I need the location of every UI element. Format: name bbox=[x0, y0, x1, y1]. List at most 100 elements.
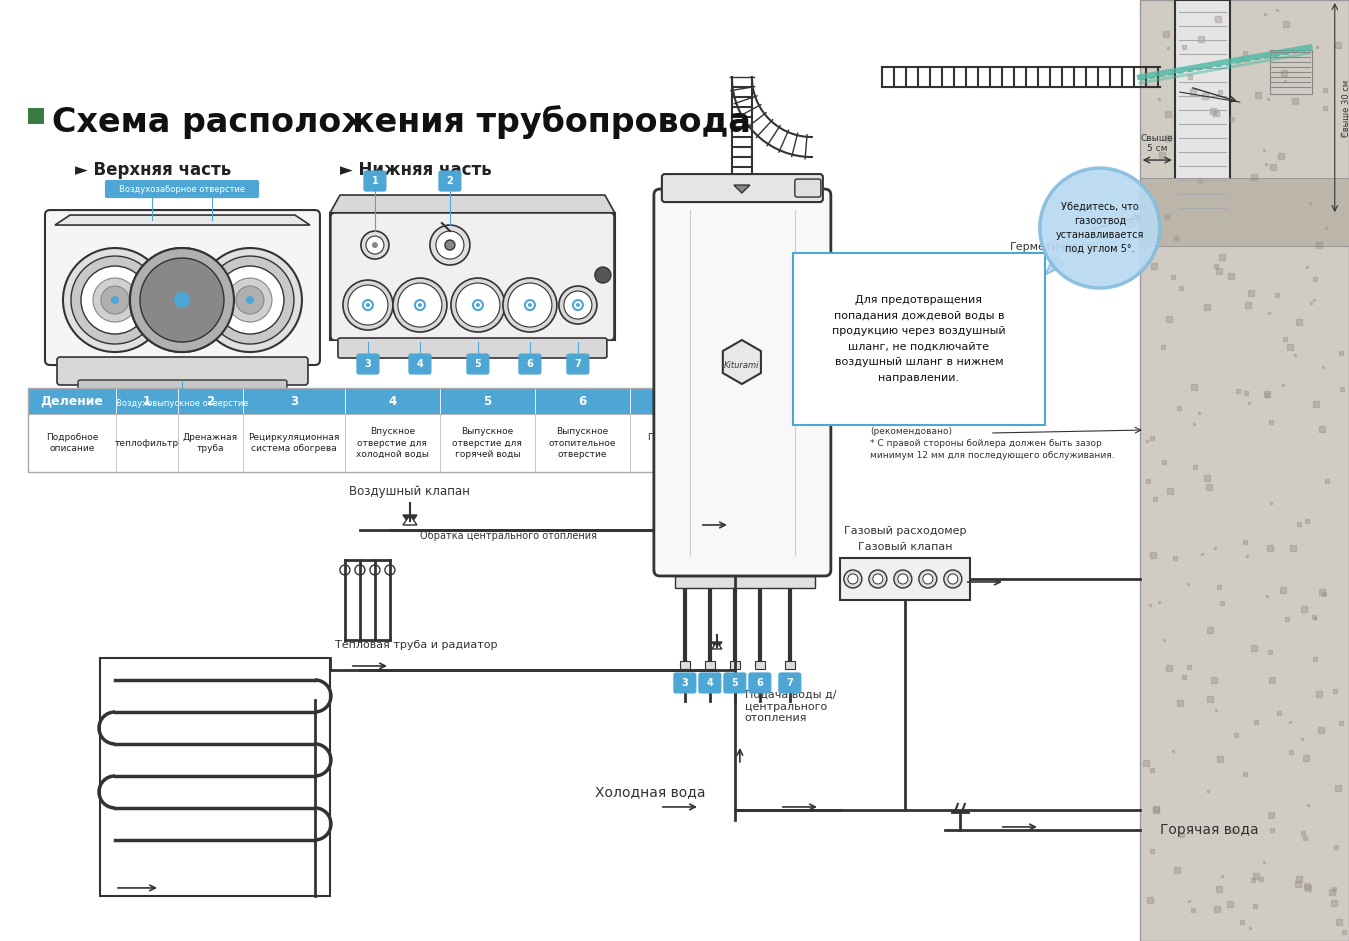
Text: теплофильтр: теплофильтр bbox=[115, 439, 179, 448]
Bar bbox=[1175, 0, 1230, 215]
Bar bbox=[680, 661, 689, 669]
Text: 5: 5 bbox=[475, 359, 482, 369]
Text: 4: 4 bbox=[417, 359, 424, 369]
Text: 1: 1 bbox=[143, 394, 151, 407]
Text: Герметичность: Герметичность bbox=[1010, 242, 1099, 252]
Circle shape bbox=[362, 231, 389, 259]
Text: Впускное
отверстие для
холодной воды: Впускное отверстие для холодной воды bbox=[356, 427, 429, 459]
Circle shape bbox=[355, 565, 366, 575]
Bar bbox=[1140, 178, 1349, 246]
Polygon shape bbox=[712, 642, 722, 649]
Polygon shape bbox=[734, 185, 750, 193]
Circle shape bbox=[844, 570, 862, 588]
Circle shape bbox=[343, 280, 393, 330]
Bar bbox=[178, 414, 243, 472]
Text: ► Нижняя часть: ► Нижняя часть bbox=[340, 161, 491, 179]
FancyBboxPatch shape bbox=[724, 673, 746, 693]
Circle shape bbox=[148, 266, 216, 334]
Circle shape bbox=[228, 278, 272, 322]
Bar bbox=[440, 388, 536, 414]
FancyBboxPatch shape bbox=[105, 394, 259, 411]
Circle shape bbox=[366, 303, 370, 307]
Bar bbox=[840, 558, 970, 600]
FancyBboxPatch shape bbox=[339, 338, 607, 358]
Circle shape bbox=[101, 286, 130, 314]
Text: Для предотвращения
попадания дождевой воды в
продукцию через воздушный
шланг, не: Для предотвращения попадания дождевой во… bbox=[832, 295, 1005, 383]
Circle shape bbox=[1040, 168, 1160, 288]
Circle shape bbox=[923, 574, 934, 584]
Circle shape bbox=[370, 565, 380, 575]
Bar bbox=[28, 388, 700, 472]
Circle shape bbox=[894, 570, 912, 588]
Circle shape bbox=[873, 574, 882, 584]
Circle shape bbox=[869, 570, 886, 588]
FancyBboxPatch shape bbox=[778, 673, 801, 693]
Text: 1: 1 bbox=[371, 176, 378, 186]
Text: 2: 2 bbox=[206, 394, 214, 407]
Bar bbox=[785, 661, 795, 669]
Polygon shape bbox=[712, 642, 722, 649]
Circle shape bbox=[509, 283, 552, 327]
Circle shape bbox=[436, 231, 464, 259]
Circle shape bbox=[415, 300, 425, 310]
Circle shape bbox=[558, 286, 596, 324]
Text: 7: 7 bbox=[661, 394, 669, 407]
Text: Газовый клапан: Газовый клапан bbox=[858, 542, 952, 552]
Text: Воздухозаборное отверстие: Воздухозаборное отверстие bbox=[119, 184, 246, 194]
Text: 5: 5 bbox=[731, 678, 738, 688]
Circle shape bbox=[372, 242, 378, 248]
FancyBboxPatch shape bbox=[364, 171, 386, 191]
Text: 6: 6 bbox=[757, 678, 764, 688]
Text: Обратка центрального отопления: Обратка центрального отопления bbox=[420, 531, 596, 541]
FancyBboxPatch shape bbox=[662, 174, 823, 202]
Text: 7: 7 bbox=[786, 678, 793, 688]
Circle shape bbox=[63, 248, 167, 352]
Text: Свыше 30 см: Свыше 30 см bbox=[1342, 79, 1349, 136]
Circle shape bbox=[246, 296, 254, 304]
Circle shape bbox=[445, 240, 455, 250]
Bar bbox=[28, 388, 116, 414]
Bar bbox=[630, 414, 700, 472]
Text: 3: 3 bbox=[364, 359, 371, 369]
Text: 2: 2 bbox=[447, 176, 453, 186]
Circle shape bbox=[178, 296, 186, 304]
FancyBboxPatch shape bbox=[567, 354, 590, 374]
FancyBboxPatch shape bbox=[438, 171, 461, 191]
Circle shape bbox=[451, 278, 505, 332]
Text: ► Верхняя часть: ► Верхняя часть bbox=[76, 161, 231, 179]
Circle shape bbox=[503, 278, 557, 332]
FancyBboxPatch shape bbox=[699, 673, 720, 693]
Polygon shape bbox=[1045, 255, 1064, 275]
Text: Рециркуляционная
система обогрева: Рециркуляционная система обогрева bbox=[248, 433, 340, 454]
Circle shape bbox=[944, 570, 962, 588]
Bar bbox=[345, 388, 440, 414]
Circle shape bbox=[130, 248, 233, 352]
Bar bbox=[536, 388, 630, 414]
Text: Схема расположения трубопровода: Схема расположения трубопровода bbox=[53, 105, 751, 139]
Bar bbox=[116, 388, 178, 414]
Polygon shape bbox=[55, 215, 310, 225]
Text: 4: 4 bbox=[389, 394, 397, 407]
Bar bbox=[1269, 50, 1311, 94]
Bar bbox=[116, 414, 178, 472]
Text: 5°: 5° bbox=[1128, 218, 1143, 231]
Bar bbox=[755, 661, 765, 669]
FancyBboxPatch shape bbox=[57, 357, 308, 385]
FancyBboxPatch shape bbox=[409, 354, 430, 374]
Circle shape bbox=[93, 278, 138, 322]
Circle shape bbox=[363, 300, 372, 310]
Circle shape bbox=[456, 283, 500, 327]
Bar bbox=[536, 414, 630, 472]
FancyBboxPatch shape bbox=[467, 354, 488, 374]
Circle shape bbox=[398, 283, 442, 327]
Text: 6: 6 bbox=[579, 394, 587, 407]
Text: Подвод
газа: Подвод газа bbox=[648, 433, 683, 454]
Circle shape bbox=[161, 278, 204, 322]
Bar bbox=[440, 414, 536, 472]
Circle shape bbox=[340, 565, 349, 575]
Circle shape bbox=[476, 303, 480, 307]
Bar bbox=[331, 213, 615, 340]
FancyBboxPatch shape bbox=[357, 354, 379, 374]
Polygon shape bbox=[331, 195, 615, 213]
Circle shape bbox=[473, 300, 483, 310]
